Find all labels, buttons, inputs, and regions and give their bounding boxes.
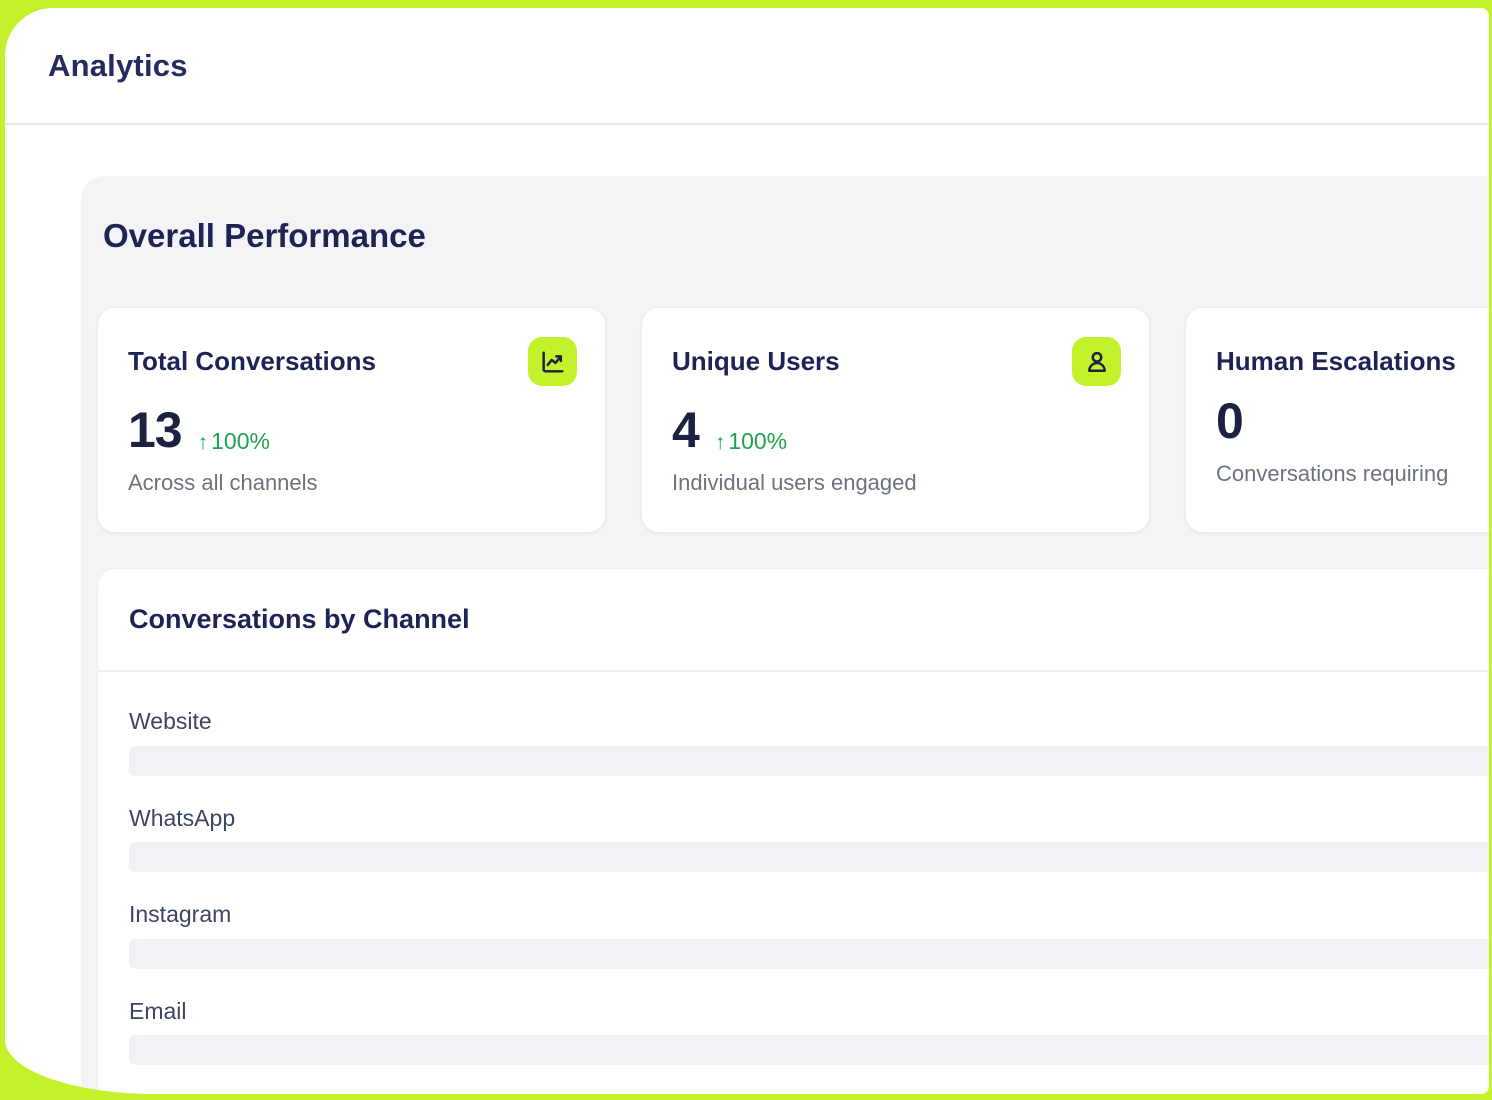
metric-card-unique-users: Unique Users 4 ↑ 100% Individual users en… [641, 307, 1150, 534]
metric-subtitle: Across all channels [128, 470, 318, 496]
metric-card-header: Unique Users [672, 337, 1121, 387]
metric-card-header: Total Conversations [128, 337, 577, 387]
metric-delta-value: 100% [211, 428, 270, 455]
metric-value-row: 13 ↑ 100% [128, 402, 577, 459]
metric-value-row: 0 [1216, 393, 1489, 450]
overall-performance-title: Overall Performance [103, 217, 426, 254]
channel-label: Instagram [129, 901, 232, 928]
channel-progress-bar [129, 1035, 1489, 1065]
user-icon [1072, 337, 1121, 387]
metric-card-title: Human Escalations [1216, 346, 1456, 377]
channel-label: Email [129, 997, 187, 1024]
channel-card-header: Conversations by Channel [98, 569, 1489, 673]
metric-card-title: Unique Users [672, 346, 840, 377]
metric-subtitle: Individual users engaged [672, 470, 917, 496]
metric-cards-row: Total Conversations 13 ↑ 100% [97, 307, 1489, 534]
channel-label: WhatsApp [129, 804, 236, 831]
channel-row-whatsapp: WhatsApp [129, 804, 1489, 873]
app-header: Analytics [5, 8, 1489, 125]
channel-row-instagram: Instagram [129, 901, 1489, 969]
metric-card-total-conversations: Total Conversations 13 ↑ 100% [97, 307, 606, 534]
metric-subtitle: Conversations requiring [1216, 461, 1449, 487]
channel-row-email: Email [129, 998, 1489, 1065]
metric-card-header: Human Escalations [1216, 337, 1489, 377]
overall-performance-section: Overall Performance Total Conversations [81, 176, 1489, 1094]
channel-list: Website WhatsApp Instagram [98, 672, 1489, 1094]
metric-delta-value: 100% [728, 428, 788, 455]
main-content: Overall Performance Total Conversations [5, 176, 1489, 1094]
trend-up-icon: ↑ [714, 431, 726, 455]
channel-card-title: Conversations by Channel [129, 604, 470, 635]
metric-value-row: 4 ↑ 100% [672, 402, 1121, 459]
channel-row-website: Website [129, 708, 1489, 776]
channel-label: Website [129, 708, 212, 735]
trend-up-icon: ↑ [197, 431, 209, 455]
metric-value: 13 [128, 402, 183, 459]
app-window: Analytics Overall Performance Total Conv… [5, 8, 1489, 1094]
channel-progress-bar [129, 745, 1489, 776]
page-title: Analytics [48, 47, 188, 83]
channel-progress-bar [129, 938, 1489, 969]
metric-card-human-escalations: Human Escalations 0 Conversations requir… [1185, 307, 1489, 534]
metric-delta: ↑ 100% [197, 428, 270, 455]
metric-card-title: Total Conversations [128, 346, 377, 377]
metric-delta: ↑ 100% [714, 428, 788, 455]
chart-line-icon [528, 337, 577, 387]
metric-value: 0 [1216, 393, 1244, 450]
channel-progress-bar [129, 842, 1489, 873]
conversations-by-channel-card: Conversations by Channel Website WhatsAp… [97, 568, 1489, 1094]
metric-value: 4 [672, 402, 700, 459]
